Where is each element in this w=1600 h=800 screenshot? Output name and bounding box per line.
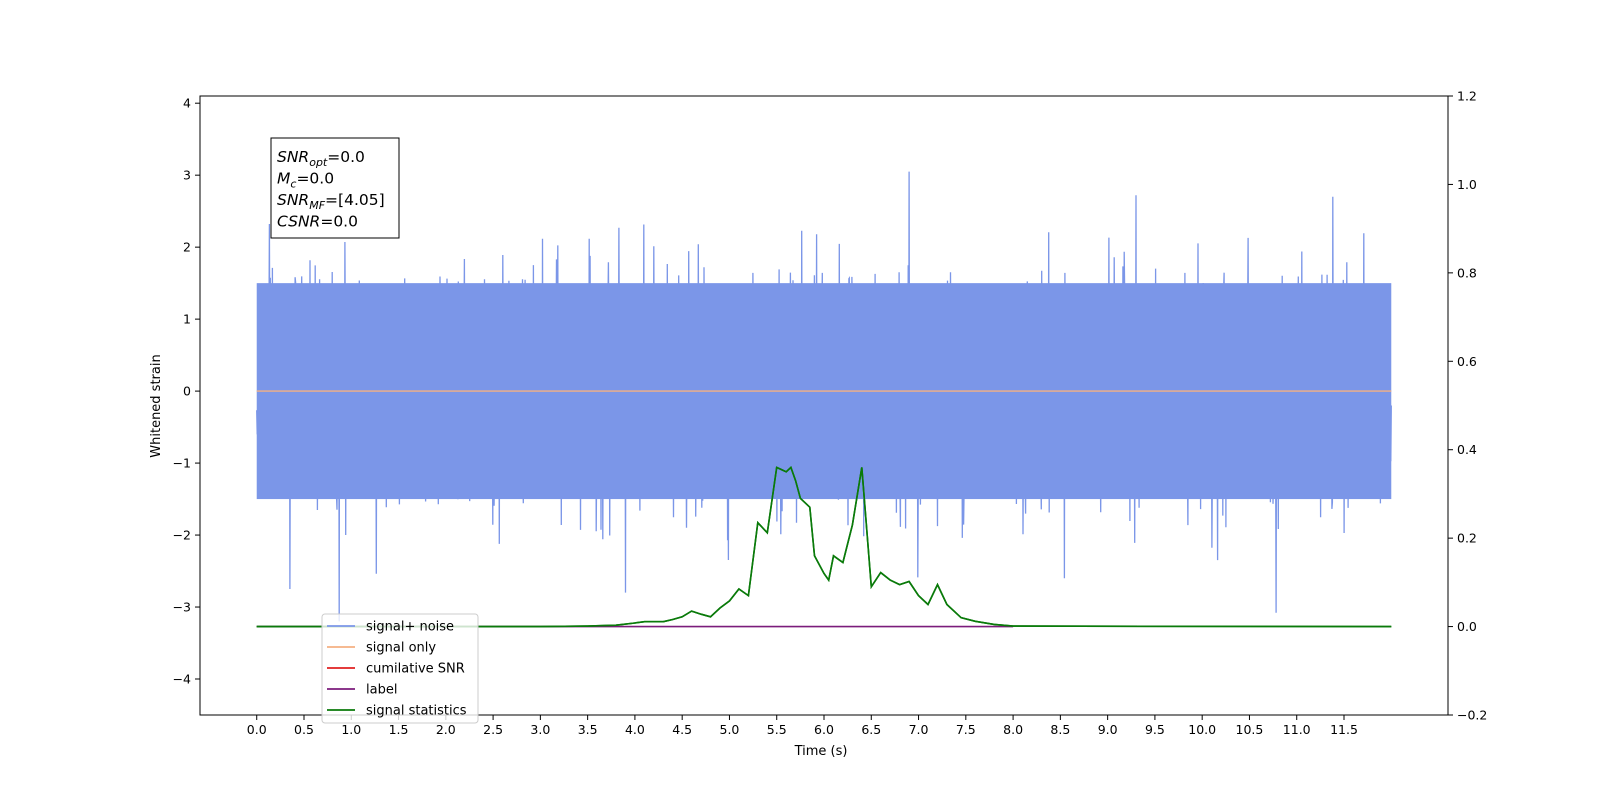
legend-label: cumilative SNR: [366, 662, 465, 677]
annotation-subscript: opt: [309, 156, 328, 169]
y2-tick-label: 1.0: [1457, 177, 1477, 192]
x-tick-label: 10.0: [1188, 722, 1216, 737]
x-tick-label: 7.5: [956, 722, 976, 737]
y2-tick-label: 0.0: [1457, 619, 1477, 634]
y2-tick-label: 0.8: [1457, 265, 1477, 280]
y-tick-label: 3: [183, 168, 191, 183]
annotation-value: =0.0: [327, 148, 365, 166]
x-tick-label: 3.5: [578, 722, 598, 737]
y-axis-right: 1.2 1.0 0.8 0.6 0.4 0.2 0.0 −0.2: [1448, 89, 1487, 723]
x-tick-label: 2.5: [483, 722, 503, 737]
legend-label: signal+ noise: [366, 620, 454, 635]
x-axis: 0.0 0.5 1.0 1.5 2.0 2.5 3.0 3.5 4.0 4.5 5.0 5.5 6.0 6…: [247, 715, 1358, 737]
x-tick-label: 5.5: [767, 722, 787, 737]
y-tick-label: 2: [183, 240, 191, 255]
series-signal-statistics-top: [256, 465, 1392, 628]
x-tick-label: 5.0: [720, 722, 740, 737]
x-tick-label: 1.5: [389, 722, 409, 737]
annotation-symbol: SNR: [277, 191, 309, 209]
annotation-line: SNRopt=0.0: [277, 148, 365, 169]
x-tick-label: 8.5: [1050, 722, 1070, 737]
x-tick-label: 2.0: [436, 722, 456, 737]
y2-tick-label: 0.2: [1457, 531, 1477, 546]
annotation-line: SNRMF=[4.05]: [277, 191, 385, 212]
legend-label: signal statistics: [366, 704, 467, 719]
y-tick-label: −3: [173, 600, 191, 615]
annotation-value: =0.0: [320, 213, 358, 231]
x-tick-label: 6.0: [814, 722, 834, 737]
x-tick-label: 3.0: [530, 722, 550, 737]
x-tick-label: 4.0: [625, 722, 645, 737]
y-axis-label: Whitened strain: [149, 354, 164, 457]
annotation-subscript: MF: [309, 199, 325, 212]
series-layer: [256, 171, 1392, 628]
y2-tick-label: 0.4: [1457, 442, 1477, 457]
y-tick-label: 4: [183, 96, 191, 111]
y2-tick-label: 0.6: [1457, 354, 1477, 369]
x-tick-label: 9.5: [1145, 722, 1165, 737]
x-tick-label: 4.5: [672, 722, 692, 737]
x-tick-label: 1.0: [341, 722, 361, 737]
annotation-line: CSNR=0.0: [277, 213, 358, 231]
y-axis-left: 4 3 2 1 0 −1 −2 −3 −4: [173, 96, 200, 687]
annotation-symbol: CSNR: [277, 213, 320, 231]
legend-label: signal only: [366, 641, 436, 656]
x-tick-label: 11.0: [1283, 722, 1311, 737]
annotation-line: Mc=0.0: [277, 170, 334, 191]
x-axis-label: Time (s): [794, 744, 848, 759]
x-tick-label: 0.0: [247, 722, 267, 737]
legend: signal+ noise signal only cumilative SNR la…: [321, 613, 479, 724]
y-tick-label: −1: [173, 456, 191, 471]
annotation-value: =[4.05]: [325, 191, 385, 209]
legend-frame: [321, 613, 479, 724]
annotation-symbol: M: [277, 170, 290, 188]
annotation-subscript: c: [290, 178, 296, 191]
x-tick-label: 11.5: [1330, 722, 1358, 737]
x-tick-label: 6.5: [861, 722, 881, 737]
x-tick-label: 7.0: [909, 722, 929, 737]
annotation-value: =0.0: [296, 170, 334, 188]
annotation-symbol: SNR: [277, 148, 309, 166]
annotation-frame: [270, 137, 400, 239]
y-tick-label: −2: [173, 528, 191, 543]
y-tick-label: 0: [183, 384, 191, 399]
y2-tick-label: 1.2: [1457, 89, 1477, 104]
x-tick-label: 8.0: [1003, 722, 1023, 737]
y-tick-label: 1: [183, 312, 191, 327]
x-tick-label: 10.5: [1236, 722, 1264, 737]
x-tick-label: 9.0: [1098, 722, 1118, 737]
y2-tick-label: −0.2: [1457, 708, 1487, 723]
legend-label: label: [366, 683, 397, 698]
x-tick-label: 0.5: [294, 722, 314, 737]
y-tick-label: −4: [173, 672, 191, 687]
